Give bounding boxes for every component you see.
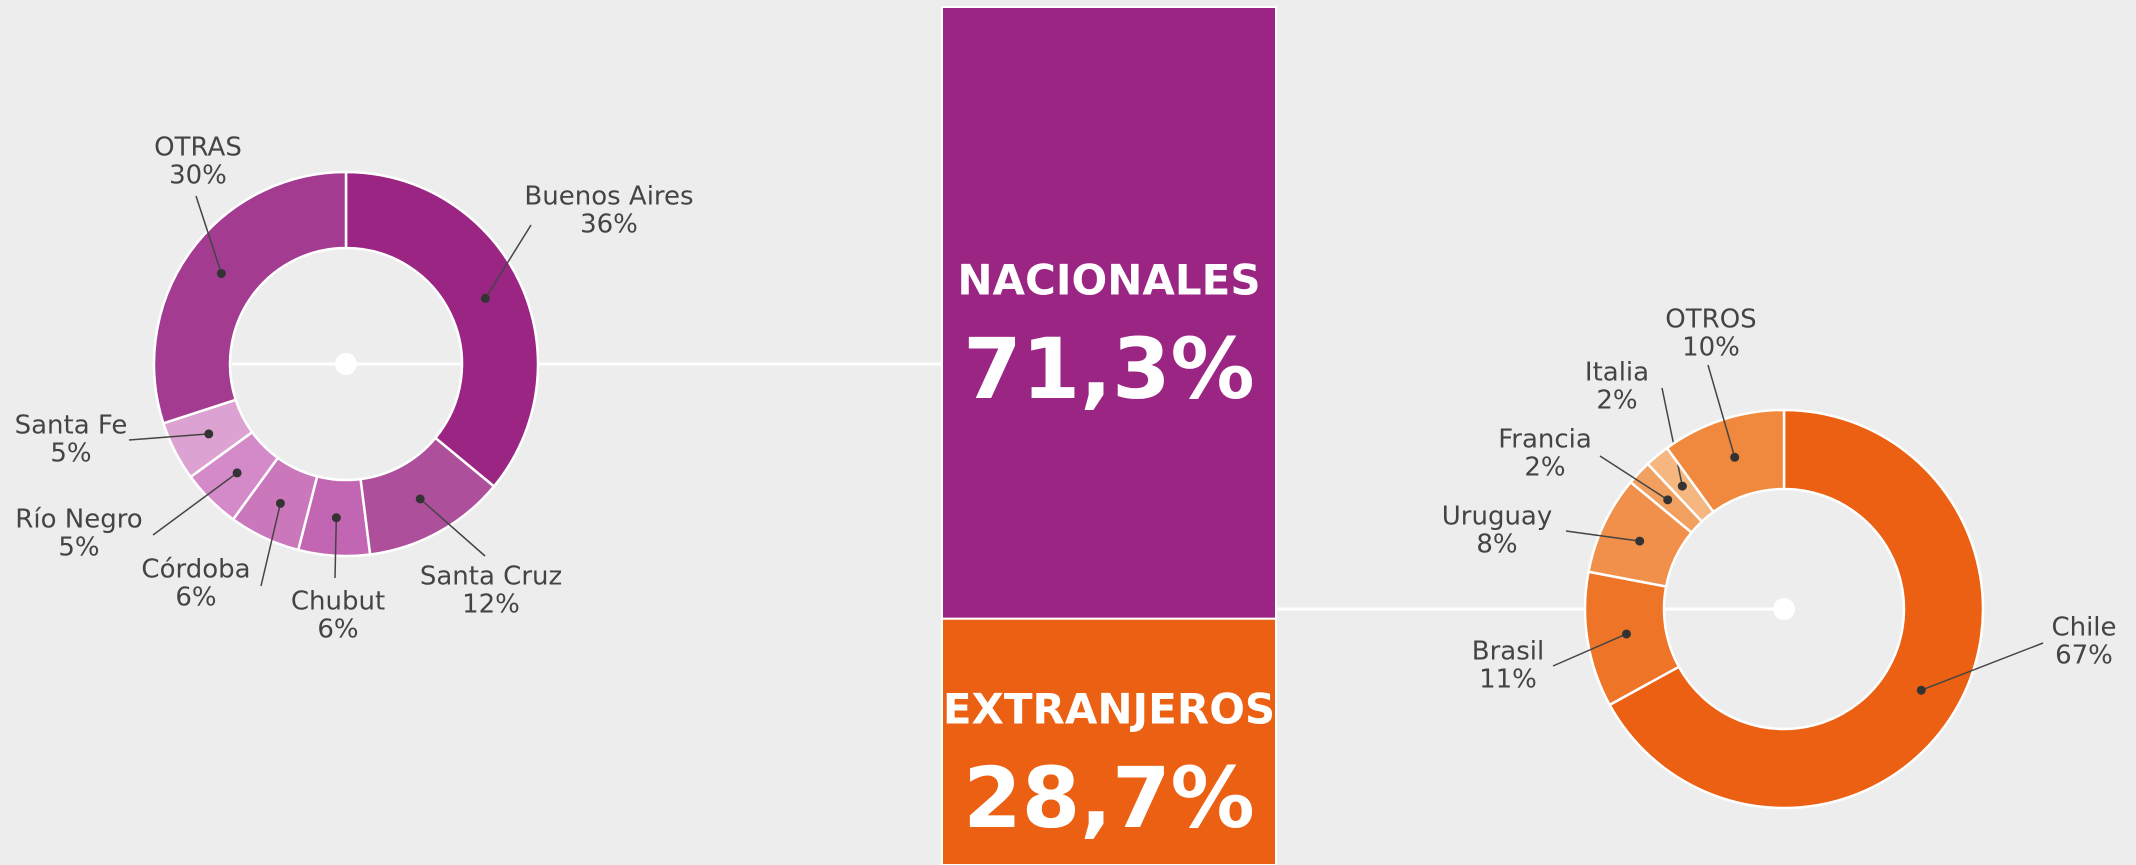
leader-line: [1661, 387, 1684, 487]
leader-line: [1707, 364, 1736, 458]
leader-dot: [1663, 495, 1673, 505]
center-dot: [1773, 598, 1795, 620]
slice-value-label: 6%: [317, 615, 358, 645]
slice-label: Francia: [1498, 425, 1592, 455]
leader-dot: [204, 429, 214, 439]
slice-label: Buenos Aires: [524, 182, 693, 212]
bar-segment: [941, 617, 1277, 865]
leader-dot: [1621, 629, 1631, 639]
donut-slice: [152, 170, 348, 425]
slice-value-label: 2%: [1596, 386, 1637, 416]
slice-label: Santa Cruz: [420, 562, 562, 592]
leader-line: [419, 498, 486, 557]
slice-value-label: 2%: [1524, 453, 1565, 483]
leader-dot: [331, 513, 341, 523]
segment-value-label: 71,3%: [963, 320, 1254, 418]
leader-dot: [275, 498, 285, 508]
slice-label: Italia: [1585, 358, 1649, 388]
slice-value-label: 30%: [169, 161, 227, 191]
leader-dot: [1730, 452, 1740, 462]
slice-label: Córdoba: [141, 555, 250, 585]
slice-value-label: 6%: [175, 583, 216, 613]
slice-value-label: 5%: [58, 533, 99, 563]
donut-slice: [1665, 408, 1786, 514]
leader-line: [260, 503, 282, 587]
leader-dot: [1635, 536, 1645, 546]
slice-label: Chubut: [291, 587, 385, 617]
leader-dot: [216, 268, 226, 278]
slice-value-label: 11%: [1479, 665, 1537, 695]
segment-value-label: 28,7%: [963, 749, 1254, 847]
leader-line: [1599, 455, 1669, 501]
leader-line: [1552, 633, 1627, 667]
slice-label: Río Negro: [15, 505, 142, 535]
leader-line: [152, 472, 238, 536]
slice-label: Uruguay: [1442, 502, 1553, 532]
leader-line: [484, 224, 532, 299]
slice-value-label: 67%: [2055, 641, 2113, 671]
leader-dot: [1916, 685, 1926, 695]
leader-dot: [480, 293, 490, 303]
slice-label: OTRAS: [154, 133, 242, 163]
slice-label: Chile: [2051, 613, 2116, 643]
donut-slice: [344, 170, 540, 489]
slice-label: OTROS: [1665, 305, 1756, 335]
leader-line: [334, 517, 338, 579]
segment-name: EXTRANJEROS: [943, 684, 1275, 733]
slice-value-label: 5%: [50, 439, 91, 469]
leader-dot: [1677, 481, 1687, 491]
slice-label: Santa Fe: [15, 411, 128, 441]
leader-dot: [232, 468, 242, 478]
leader-line: [195, 195, 223, 274]
leader-line: [1921, 642, 2044, 691]
slice-value-label: 36%: [580, 210, 638, 240]
center-dot: [335, 353, 357, 375]
slice-value-label: 10%: [1682, 333, 1740, 363]
leader-line: [128, 433, 209, 441]
bar-segment: [941, 6, 1277, 620]
donut-slice: [1607, 408, 1985, 810]
segment-name: NACIONALES: [957, 255, 1260, 304]
slice-value-label: 12%: [462, 590, 520, 620]
slice-value-label: 8%: [1476, 530, 1517, 560]
leader-line: [1565, 530, 1640, 542]
leader-dot: [415, 494, 425, 504]
slice-label: Brasil: [1472, 637, 1544, 667]
